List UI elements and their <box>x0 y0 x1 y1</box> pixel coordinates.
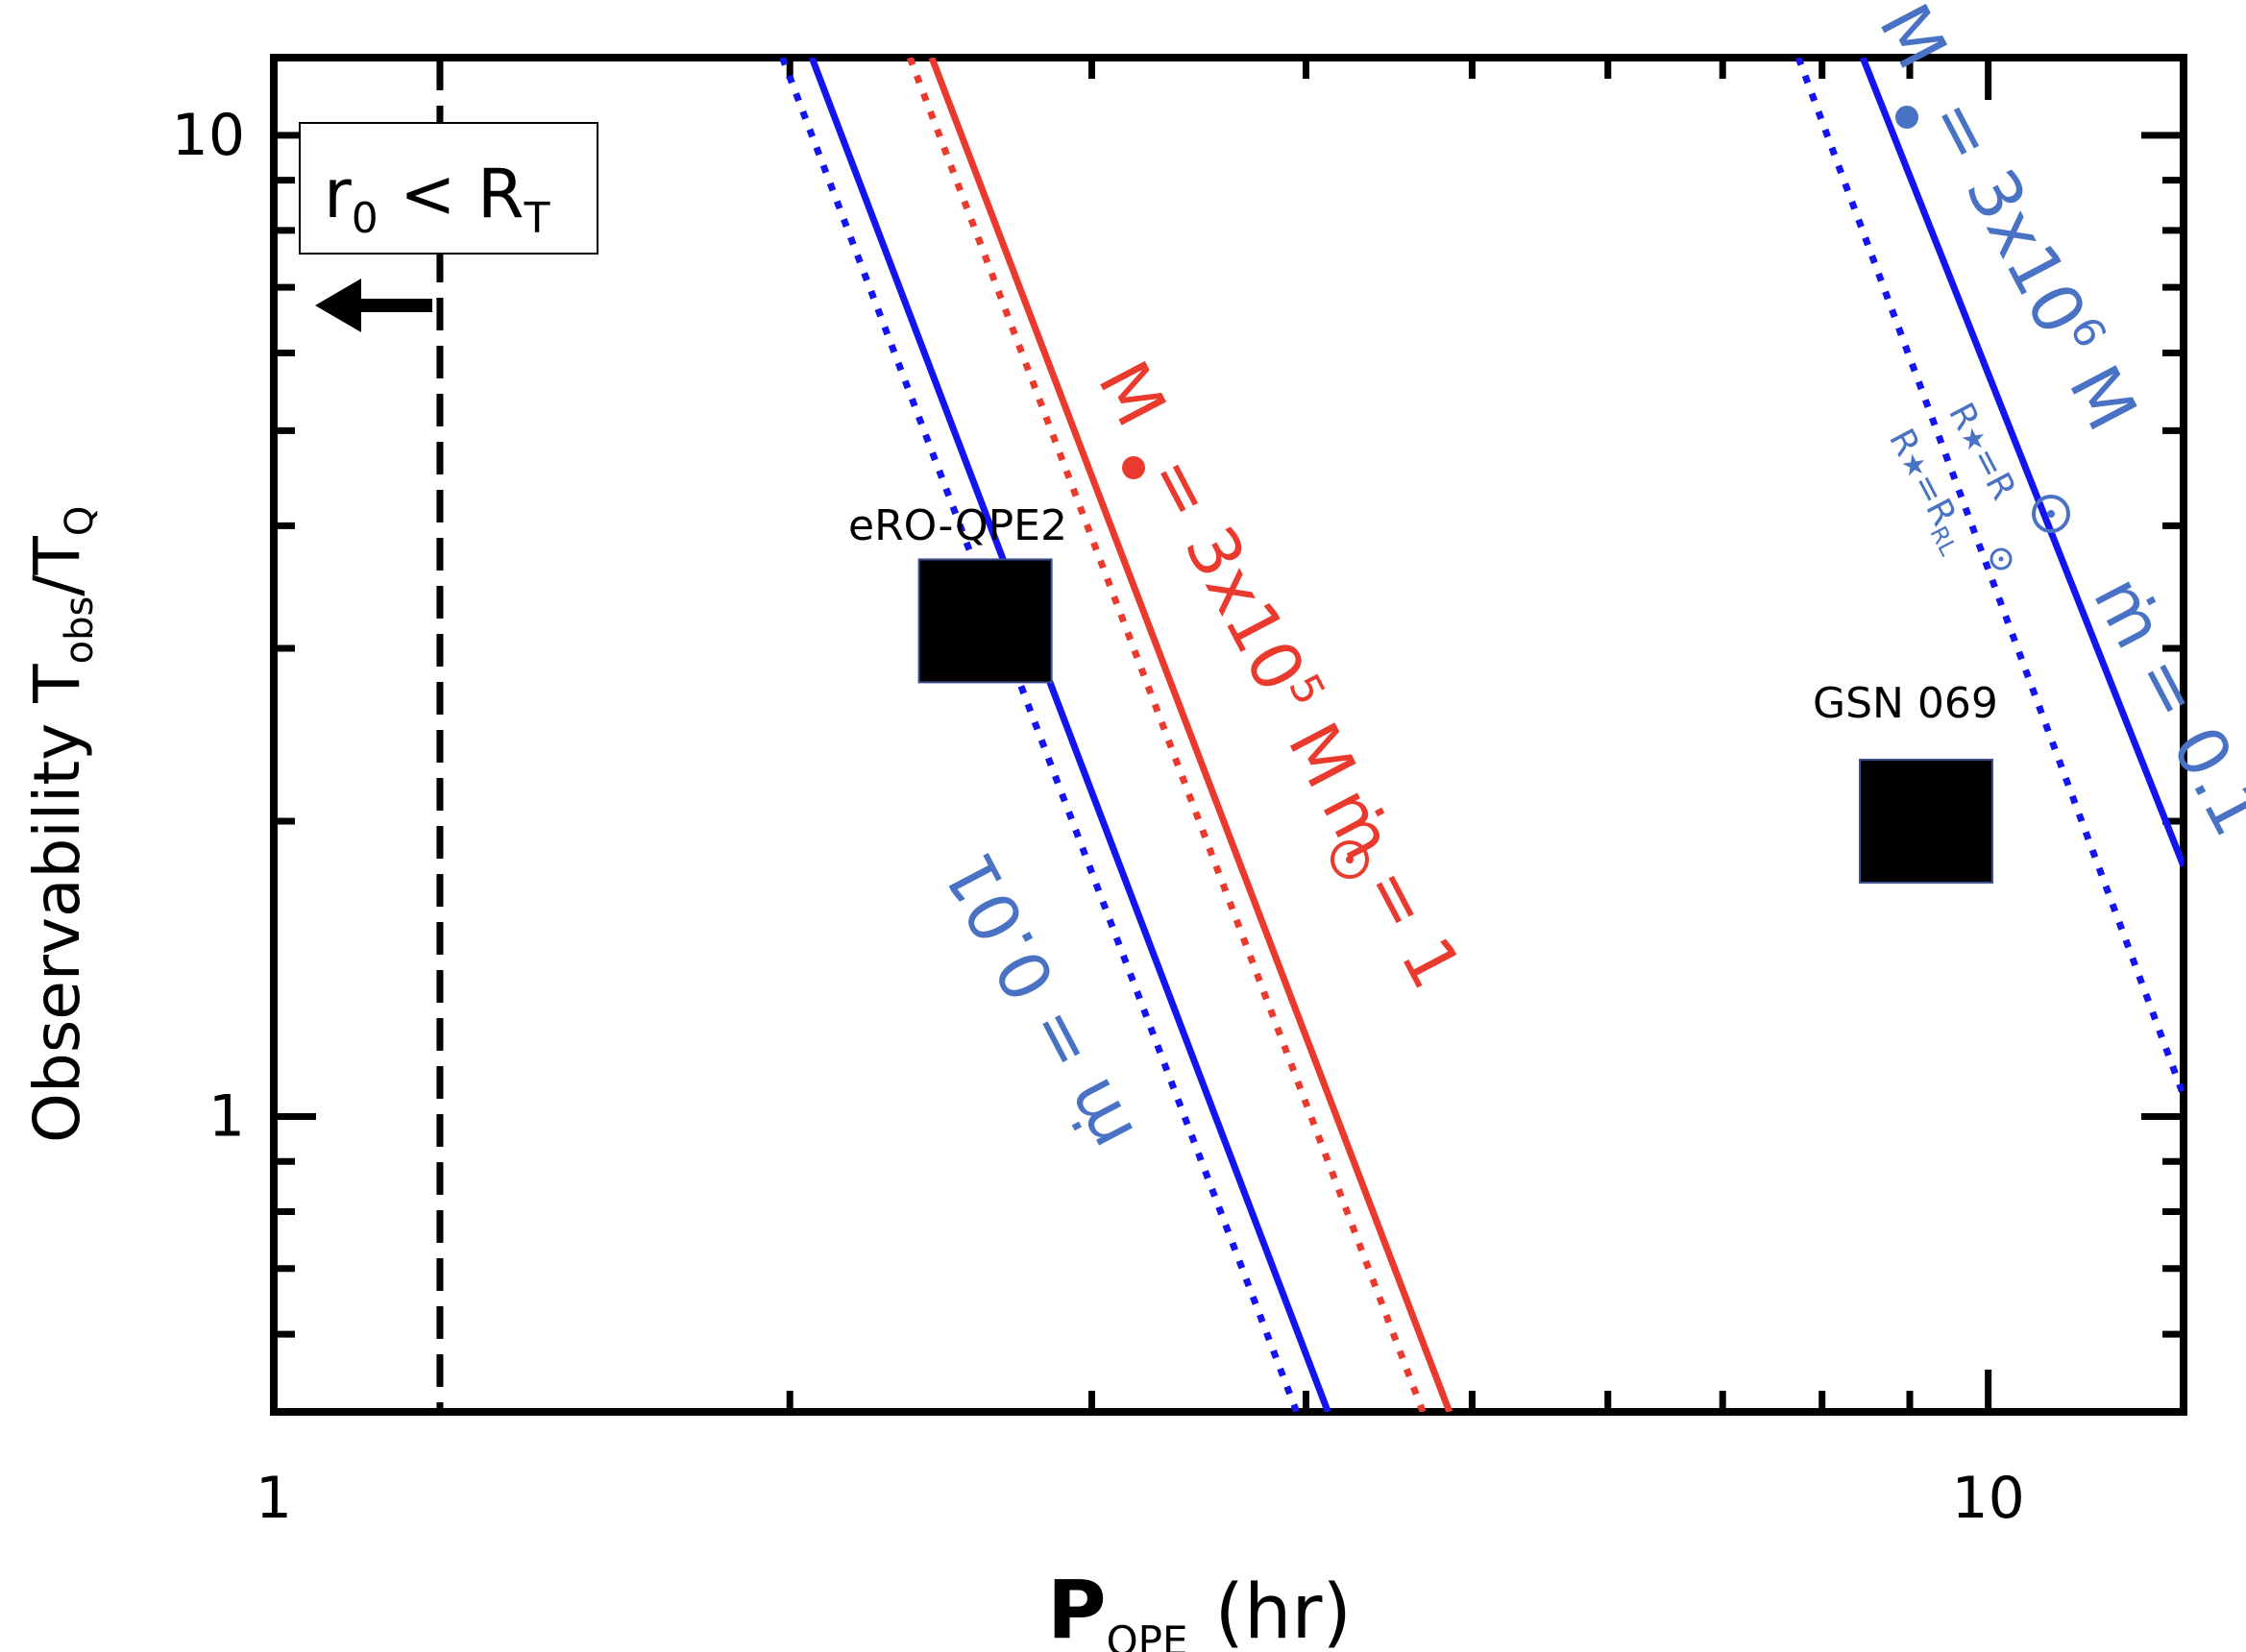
rstar-sun-icon <box>1990 547 2013 571</box>
y-tick-labels: 1 10 <box>172 102 245 1151</box>
plot-frame <box>270 54 2187 1416</box>
model-lines <box>779 58 2184 1412</box>
blue-mass-value: = 3x10 <box>1903 66 2102 347</box>
blue-mdot-low-label: ṁ = 0.01 <box>928 839 1150 1163</box>
boundary-label-sub: 0 <box>352 194 378 243</box>
source-label-gsn-069: GSN 069 <box>1813 679 1998 728</box>
x-tick-labels: 1 10 <box>256 1465 2025 1532</box>
x-tick-label: 10 <box>1951 1465 2024 1532</box>
red-bh-dot-icon <box>1122 456 1145 479</box>
red-mass-value: = 3x10 <box>1122 424 1321 704</box>
blue-bh-dot-icon <box>1895 106 1918 129</box>
x-axis-title: PQPE (hr) <box>1047 1563 1352 1652</box>
boundary-label-r: r <box>324 155 352 233</box>
source-marker-gsn-069 <box>1859 758 1994 884</box>
x-axis-title-sub: QPE <box>1107 1617 1188 1652</box>
boundary-label-box <box>299 122 598 255</box>
model-line-2 <box>928 58 1453 1412</box>
x-tick-label: 1 <box>256 1465 292 1532</box>
y-axis-title: Observability Tobs/TQ <box>20 506 102 1143</box>
rstar-sun-label: R★=R <box>1941 397 2023 506</box>
source-label-ero-qpe2: eRO-QPE2 <box>848 501 1067 550</box>
red-sun-icon <box>1331 840 1369 879</box>
left-arrow-icon <box>315 279 432 332</box>
y-tick-label: 1 <box>208 1082 245 1150</box>
boundary-label-mid: < R <box>378 155 525 233</box>
y-axis-title-sub1: obs <box>58 596 102 665</box>
x-axis-title-unit: (hr) <box>1215 1569 1352 1652</box>
model-line-4 <box>1859 58 2184 867</box>
y-tick-label: 10 <box>172 102 245 169</box>
y-axis-title-sub2: Q <box>58 506 102 536</box>
axis-ticks <box>270 58 2184 1416</box>
blue-mass-label: M = 3x106 M <box>1864 0 2154 443</box>
x-axis-title-main: P <box>1047 1563 1107 1652</box>
boundary-label: r0 < RT <box>324 155 550 243</box>
red-mass-unit: M <box>1262 691 1372 800</box>
model-line-1 <box>779 58 1300 1412</box>
source-marker-ero-qpe2 <box>917 558 1053 684</box>
blue-mass-unit: M <box>2043 333 2153 443</box>
model-line-5 <box>1794 58 2184 1098</box>
y-axis-title-main: Observability T <box>20 664 94 1143</box>
y-axis-title-mid: /T <box>20 535 94 595</box>
red-mdot-label: ṁ = 1 <box>1306 775 1477 1002</box>
red-mass-symbol: M <box>1083 349 1182 439</box>
blue-mass-symbol: M <box>1864 0 1963 82</box>
model-line-0 <box>808 58 1331 1412</box>
blue-sun-icon <box>2032 495 2070 533</box>
boundary-label-sub2: T <box>524 194 550 243</box>
